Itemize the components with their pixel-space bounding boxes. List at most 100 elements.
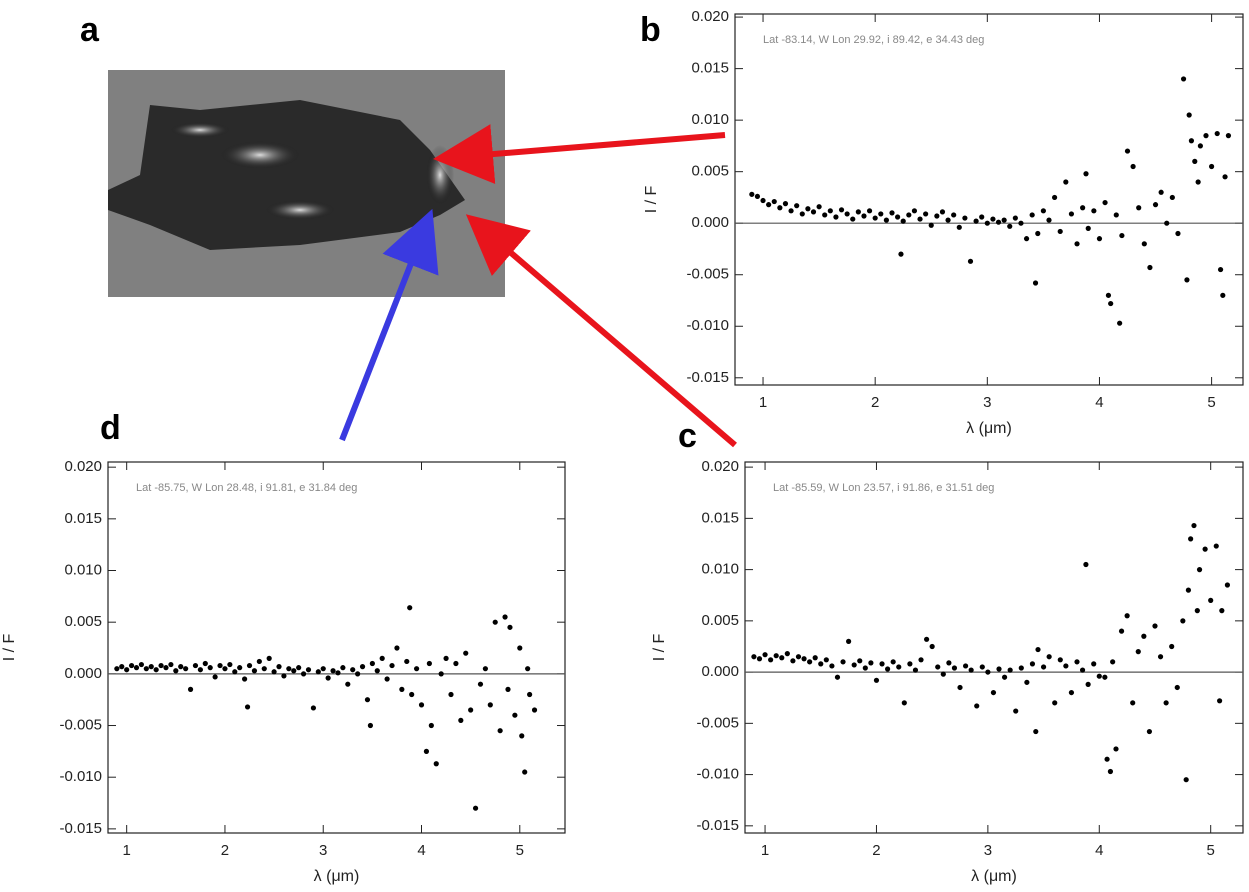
point xyxy=(1024,679,1030,685)
point xyxy=(438,671,444,677)
point xyxy=(1023,236,1030,242)
point xyxy=(1135,648,1141,655)
point xyxy=(1225,133,1232,139)
point xyxy=(1085,225,1091,231)
point xyxy=(1063,179,1069,185)
point xyxy=(512,712,518,718)
x-tick-label: 3 xyxy=(983,394,991,411)
point xyxy=(1105,292,1112,298)
point xyxy=(492,619,498,625)
image-feature xyxy=(426,145,454,205)
point xyxy=(829,663,835,669)
x-axis-label: λ (μm) xyxy=(966,420,1012,437)
y-tick-label: 0.020 xyxy=(64,458,102,475)
point xyxy=(1029,661,1036,667)
y-tick-label: 0.000 xyxy=(691,214,729,231)
point xyxy=(1130,163,1136,170)
y-tick-label: -0.010 xyxy=(686,317,729,334)
point xyxy=(404,658,410,665)
point xyxy=(1152,202,1159,208)
point xyxy=(1013,708,1019,714)
y-tick-label: -0.005 xyxy=(59,716,102,733)
point xyxy=(990,689,997,696)
point xyxy=(227,661,233,668)
y-tick-label: -0.005 xyxy=(696,714,739,731)
point xyxy=(805,206,811,212)
point xyxy=(833,214,839,220)
point xyxy=(163,665,169,671)
point xyxy=(816,204,822,210)
point xyxy=(1186,112,1192,118)
point xyxy=(1169,194,1175,201)
point xyxy=(1175,230,1181,237)
point xyxy=(114,666,120,672)
point xyxy=(487,702,493,708)
point xyxy=(1118,628,1125,634)
y-tick-label: 0.010 xyxy=(64,561,102,578)
chart: b Lat -83.14, W Lon 29.92, i 89.42, e 34.… xyxy=(640,8,1244,437)
point xyxy=(389,662,395,669)
point xyxy=(1203,133,1209,139)
point xyxy=(246,662,253,669)
point xyxy=(256,658,262,665)
point xyxy=(212,674,218,680)
point xyxy=(1169,643,1175,650)
point xyxy=(771,198,777,205)
point xyxy=(1224,582,1231,588)
arrow xyxy=(465,214,737,448)
point xyxy=(901,700,907,706)
point xyxy=(996,666,1002,672)
point xyxy=(355,671,361,677)
point xyxy=(1220,292,1226,298)
point xyxy=(851,662,857,668)
point xyxy=(1029,212,1035,218)
point xyxy=(873,677,880,683)
x-tick-label: 3 xyxy=(319,842,327,859)
point xyxy=(1107,768,1114,775)
point xyxy=(929,643,935,650)
point xyxy=(1057,657,1063,663)
x-tick-label: 4 xyxy=(1095,842,1103,859)
point xyxy=(350,667,356,673)
point xyxy=(1080,205,1086,211)
point xyxy=(1007,223,1013,229)
point xyxy=(1194,608,1200,614)
y-tick-label: 0.015 xyxy=(64,510,102,527)
point xyxy=(1068,211,1075,217)
point xyxy=(124,667,130,673)
point xyxy=(1012,215,1018,221)
point xyxy=(1110,659,1116,665)
y-tick-label: 0.000 xyxy=(701,663,739,680)
x-axis-label: λ (μm) xyxy=(314,868,360,885)
point xyxy=(133,665,140,671)
point xyxy=(790,658,796,664)
point xyxy=(896,664,902,670)
panel-label: d xyxy=(100,409,121,447)
arrow xyxy=(339,208,439,442)
point xyxy=(271,669,277,675)
y-tick-label: 0.015 xyxy=(701,509,739,526)
point xyxy=(1074,659,1080,665)
point xyxy=(426,660,432,667)
plot-frame xyxy=(744,461,1244,834)
y-tick-label: -0.010 xyxy=(696,766,739,783)
point xyxy=(1188,138,1195,144)
x-tick-label: 2 xyxy=(221,842,229,859)
point xyxy=(1180,76,1187,82)
point xyxy=(1209,163,1215,170)
y-tick-label: 0.015 xyxy=(691,60,729,77)
image-feature xyxy=(265,200,335,220)
point xyxy=(1046,654,1052,660)
point xyxy=(1164,220,1170,226)
x-tick-label: 5 xyxy=(1207,394,1215,411)
point xyxy=(794,203,800,209)
point xyxy=(505,686,511,692)
point xyxy=(276,664,282,670)
point xyxy=(522,769,528,775)
point xyxy=(1217,698,1223,704)
point xyxy=(340,665,346,671)
y-axis-label: I / F xyxy=(651,634,668,662)
point xyxy=(1085,681,1091,687)
point xyxy=(173,668,179,674)
